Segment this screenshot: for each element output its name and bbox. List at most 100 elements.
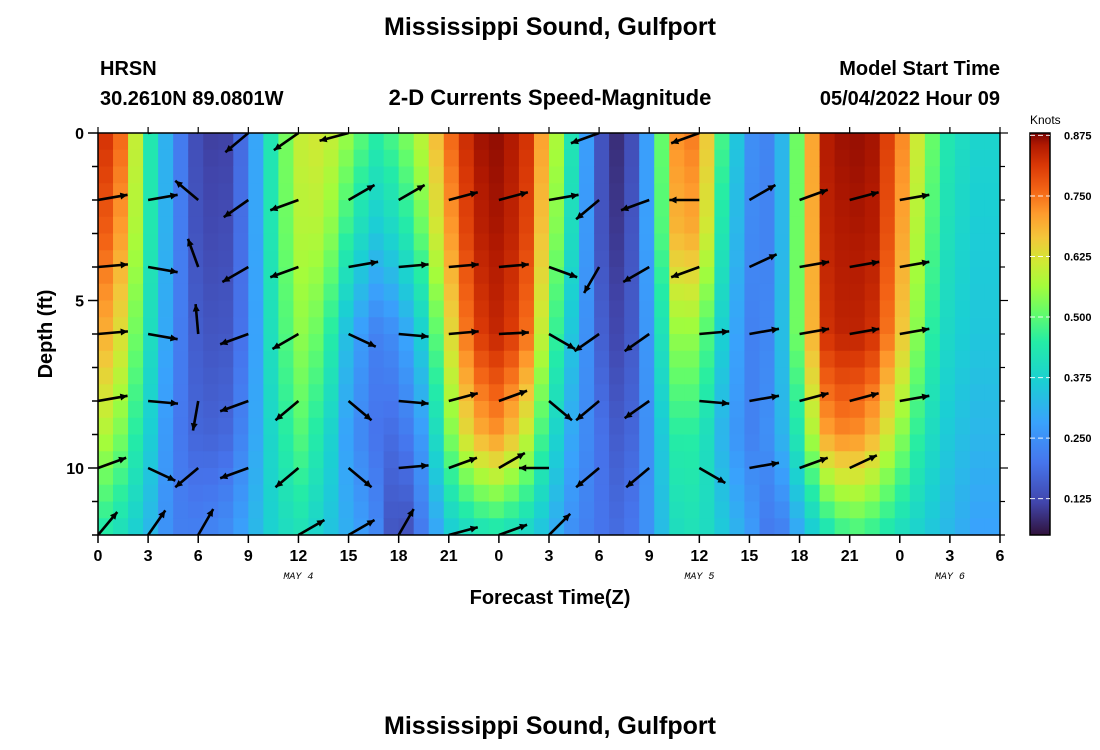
- heatmap-cell: [308, 317, 325, 335]
- heatmap-cell: [654, 367, 670, 385]
- heatmap-cell: [473, 417, 490, 436]
- heatmap-cell: [924, 501, 941, 519]
- heatmap-cell: [503, 133, 520, 151]
- heatmap-cell: [924, 334, 941, 352]
- current-arrow: [699, 328, 730, 336]
- heatmap-cell: [473, 434, 490, 452]
- heatmap-cell: [639, 451, 655, 469]
- heatmap-cell: [549, 233, 565, 251]
- heatmap-cell: [729, 166, 746, 184]
- heatmap-cell: [458, 350, 475, 369]
- heatmap-cell: [398, 334, 415, 352]
- heatmap-cell: [128, 417, 144, 436]
- current-arrow: [799, 326, 830, 336]
- current-arrow: [448, 328, 479, 336]
- heatmap-cell: [759, 401, 776, 419]
- heatmap-cell: [503, 149, 520, 168]
- heatmap-cell: [128, 468, 144, 486]
- heatmap-cell: [293, 267, 310, 285]
- heatmap-cell: [233, 250, 249, 268]
- heatmap-cell: [864, 166, 881, 184]
- heatmap-cell: [909, 350, 926, 369]
- heatmap-cell: [233, 300, 249, 318]
- arrow-head: [270, 271, 279, 279]
- arrow-head: [771, 393, 779, 401]
- heatmap-cell: [323, 250, 340, 268]
- heatmap-cell: [849, 451, 866, 469]
- heatmap-cell: [789, 484, 806, 503]
- heatmap-cell: [458, 417, 475, 436]
- heatmap-cell: [473, 133, 490, 151]
- heatmap-cell: [564, 367, 580, 385]
- current-arrow: [548, 192, 579, 202]
- heatmap-cell: [834, 367, 851, 385]
- heatmap-cell: [278, 216, 295, 235]
- colorbar-label: Knots: [1030, 113, 1061, 127]
- heatmap-cell: [669, 401, 685, 419]
- heatmap-cell: [218, 484, 234, 503]
- heatmap-cell: [533, 501, 550, 519]
- arrow-head: [921, 192, 930, 200]
- heatmap-cell: [879, 133, 896, 151]
- heatmap-cell: [864, 518, 881, 535]
- current-arrow: [398, 462, 429, 470]
- current-arrow: [397, 508, 415, 535]
- heatmap-cell: [594, 216, 610, 235]
- heatmap-cell: [834, 267, 851, 285]
- arrow-head: [921, 393, 930, 401]
- heatmap-cell: [308, 468, 325, 486]
- heatmap-cell: [954, 300, 971, 318]
- heatmap-cell: [549, 166, 565, 184]
- heatmap-cell: [684, 216, 700, 235]
- heatmap-cell: [954, 434, 971, 452]
- x-tick-label: 15: [741, 548, 759, 565]
- heatmap-cell: [624, 468, 640, 486]
- heatmap-cell: [894, 484, 911, 503]
- heatmap-cell: [564, 468, 580, 486]
- heatmap-cell: [864, 300, 881, 318]
- heatmap-cell: [173, 216, 189, 235]
- heatmap-cell: [744, 451, 761, 469]
- heatmap-cell: [458, 233, 475, 251]
- heatmap-cell: [969, 451, 986, 469]
- heatmap-cell: [699, 401, 715, 419]
- heatmap-cell: [654, 133, 670, 151]
- heatmap-cell: [353, 300, 370, 318]
- heatmap-cell: [909, 434, 926, 452]
- heatmap-cell: [158, 401, 174, 419]
- current-arrow: [699, 399, 730, 407]
- heatmap-cell: [398, 317, 415, 335]
- heatmap-cell: [849, 216, 866, 235]
- heatmap-cell: [338, 401, 355, 419]
- heatmap-cell: [323, 267, 340, 285]
- heatmap-cell: [203, 401, 219, 419]
- heatmap-cell: [804, 518, 821, 535]
- arrow-head: [421, 332, 429, 340]
- heatmap-cell: [503, 300, 520, 318]
- heatmap-cell: [158, 300, 174, 318]
- heatmap-cell: [488, 166, 505, 184]
- heatmap-cell: [939, 518, 956, 535]
- heatmap-cell: [759, 216, 776, 235]
- heatmap-cell: [669, 367, 685, 385]
- heatmap-cell: [894, 367, 911, 385]
- heatmap-cell: [233, 200, 249, 218]
- heatmap-cell: [669, 216, 685, 235]
- heatmap-cell: [789, 518, 806, 535]
- heatmap-cell: [248, 183, 264, 201]
- heatmap-cell: [894, 183, 911, 201]
- heatmap-cell: [639, 300, 655, 318]
- heatmap-cell: [188, 501, 204, 519]
- heatmap-cell: [804, 200, 821, 218]
- heatmap-cell: [924, 451, 941, 469]
- heatmap-cell: [308, 501, 325, 519]
- heatmap-cell: [203, 434, 219, 452]
- heatmap-cell: [398, 350, 415, 369]
- heatmap-cell: [188, 367, 204, 385]
- heatmap-cell: [909, 367, 926, 385]
- heatmap-cell: [338, 417, 355, 436]
- heatmap-cell: [98, 317, 114, 335]
- heatmap-cell: [699, 133, 715, 151]
- current-arrow: [98, 456, 127, 470]
- heatmap-cell: [533, 149, 550, 168]
